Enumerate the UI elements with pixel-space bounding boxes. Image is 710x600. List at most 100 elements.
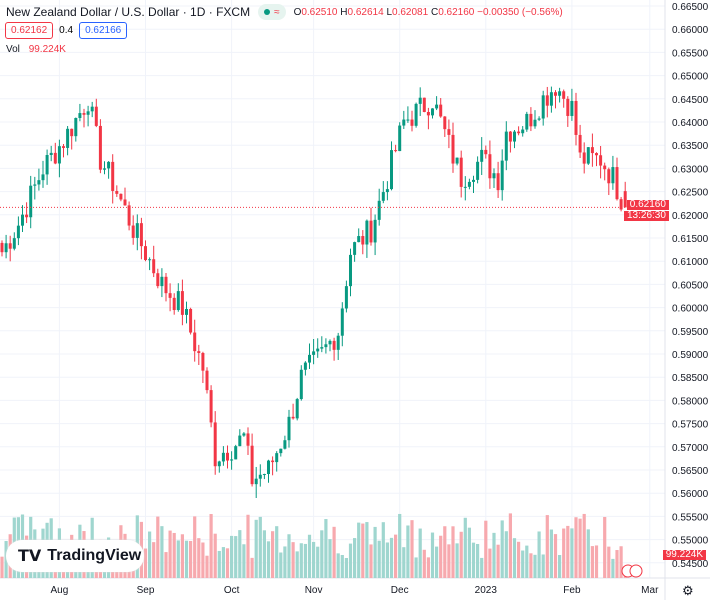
volume-bar (574, 517, 578, 578)
x-tick-label: 2023 (475, 585, 498, 596)
volume-bar (189, 541, 193, 578)
candle-body (439, 104, 443, 117)
volume-bar (517, 541, 521, 578)
volume-bar (435, 546, 439, 578)
candle-body (480, 149, 484, 162)
volume-bar (611, 558, 615, 578)
volume-bar (303, 543, 307, 578)
candle-body (463, 186, 467, 188)
candle-body (41, 174, 45, 181)
volume-bar (439, 535, 443, 578)
candle-body (312, 351, 316, 355)
settings-gear-icon[interactable]: ⚙ (682, 583, 694, 598)
last-price-tag: 0.62160 (626, 200, 669, 210)
volume-bar (394, 534, 398, 578)
volume-bar (594, 545, 599, 578)
candle-body (16, 225, 20, 239)
candle-body (172, 297, 176, 311)
volume-bar (156, 516, 160, 578)
low-label: L (386, 6, 393, 18)
volume-bar (447, 544, 451, 578)
candle-body (49, 152, 53, 156)
volume-bar (553, 534, 558, 578)
volume-bar (316, 546, 320, 578)
y-tick-label: 0.60500 (672, 280, 709, 291)
volume-bar (586, 529, 590, 578)
candle-body (180, 291, 184, 315)
candle-body (189, 308, 193, 333)
sell-button[interactable]: 0.62162 (5, 22, 54, 39)
x-tick-label: Aug (51, 585, 69, 596)
candle-body (303, 362, 307, 370)
volume-bar (476, 543, 480, 578)
volume-bar (459, 531, 463, 578)
volume-bar (320, 530, 324, 578)
candle-body (111, 161, 115, 191)
candle-body (62, 146, 65, 148)
candle-body (484, 149, 488, 155)
candle-body (90, 106, 94, 112)
candle-body (504, 131, 508, 161)
buy-button[interactable]: 0.62166 (79, 22, 128, 39)
volume-bar (271, 531, 275, 578)
logo-text: TradingView (47, 547, 142, 564)
volume-bar (213, 533, 217, 578)
candle-body (168, 293, 172, 298)
candle-body (562, 91, 566, 99)
open-value: 0.62510 (301, 6, 338, 18)
candle-body (4, 243, 8, 253)
volume-bar (500, 520, 504, 578)
candle-body (279, 448, 283, 454)
candle-body (537, 118, 541, 120)
symbol-title[interactable]: New Zealand Dollar / U.S. Dollar · 1D · … (6, 5, 251, 19)
volume-bar (246, 514, 250, 578)
candle-body (554, 92, 557, 96)
candle-body (197, 351, 201, 353)
volume-bar (590, 546, 594, 578)
market-open-icon (264, 9, 271, 15)
volume-bar (365, 522, 369, 578)
volume-bar (0, 556, 4, 578)
volume-bar (152, 542, 156, 578)
candle-body (521, 129, 525, 134)
volume-bar (238, 530, 242, 578)
candle-body (377, 200, 381, 220)
volume-bar (361, 523, 365, 578)
candle-body (258, 474, 262, 479)
volume-tag: 99.224K (662, 550, 706, 560)
candle-body (115, 190, 119, 194)
candle-body (513, 131, 516, 142)
candle-body (611, 167, 615, 184)
candle-body (603, 165, 607, 170)
volume-bar (562, 528, 566, 578)
y-tick-label: 0.58500 (672, 373, 709, 384)
candle-body (590, 147, 594, 154)
market-status-badge: ≈ (258, 4, 286, 20)
candle-body (193, 332, 197, 352)
volume-bar (504, 531, 508, 578)
volume-bar (291, 542, 295, 578)
candle-body (283, 440, 287, 449)
volume-bar (336, 553, 340, 578)
candle-body (595, 153, 598, 156)
candle-body (234, 446, 238, 460)
volume-bar (455, 543, 459, 578)
candle-body (250, 445, 254, 485)
volume-bar (373, 526, 377, 578)
volume-bar (541, 554, 545, 578)
candle-body (451, 134, 455, 164)
candle-body (394, 150, 398, 152)
candle-body (574, 100, 578, 135)
x-tick-label: Oct (224, 585, 240, 596)
volume-label: Vol (6, 44, 20, 55)
y-tick-label: 0.54500 (672, 559, 709, 570)
candle-body (476, 161, 480, 180)
tradingview-logo[interactable]: 𝗧𝗩 TradingView (6, 540, 144, 572)
volume-bar (402, 547, 406, 578)
volume-bar (615, 550, 619, 578)
candle-body (221, 452, 225, 462)
high-label: H (340, 6, 348, 18)
candle-body (525, 113, 529, 130)
candle-body (414, 103, 418, 126)
